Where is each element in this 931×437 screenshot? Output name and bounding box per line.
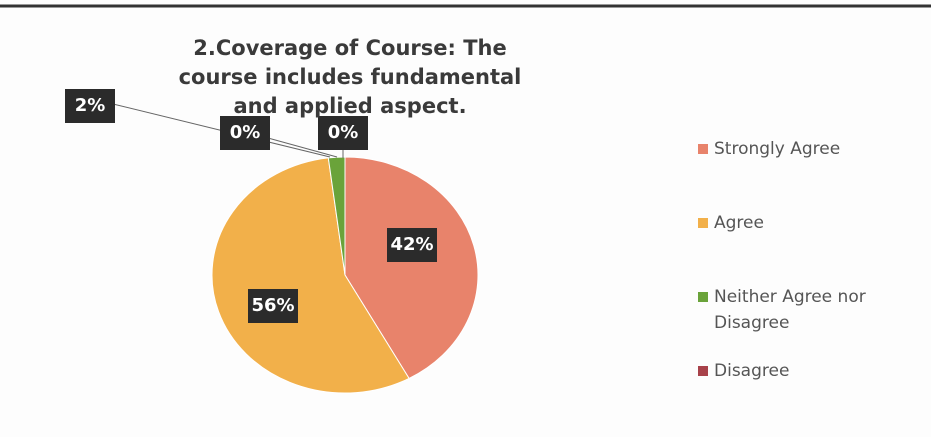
- chart-title: 2.Coverage of Course: The course include…: [178, 36, 522, 118]
- data-label: 56%: [251, 295, 294, 316]
- data-label-box: [387, 228, 437, 262]
- data-label: 42%: [390, 234, 433, 255]
- legend-swatch: [698, 366, 708, 376]
- data-label-box: [220, 116, 270, 150]
- legend-label: Strongly Agree: [714, 139, 841, 159]
- legend-label: Neither Agree nor Disagree: [714, 287, 866, 333]
- leader-line: [267, 137, 338, 158]
- legend-swatch: [698, 292, 708, 302]
- data-label: 0%: [328, 122, 359, 143]
- legend-swatch: [698, 144, 708, 154]
- data-label: 0%: [230, 122, 261, 143]
- pie-slice: [211, 157, 410, 394]
- data-label-box: [65, 89, 115, 123]
- data-label-box: [318, 116, 368, 150]
- data-label: 2%: [75, 95, 106, 116]
- legend-label: Agree: [714, 213, 764, 233]
- legend-label: Disagree: [714, 361, 790, 381]
- data-label-box: [248, 289, 298, 323]
- pie-slice: [344, 156, 479, 380]
- legend-swatch: [698, 218, 708, 228]
